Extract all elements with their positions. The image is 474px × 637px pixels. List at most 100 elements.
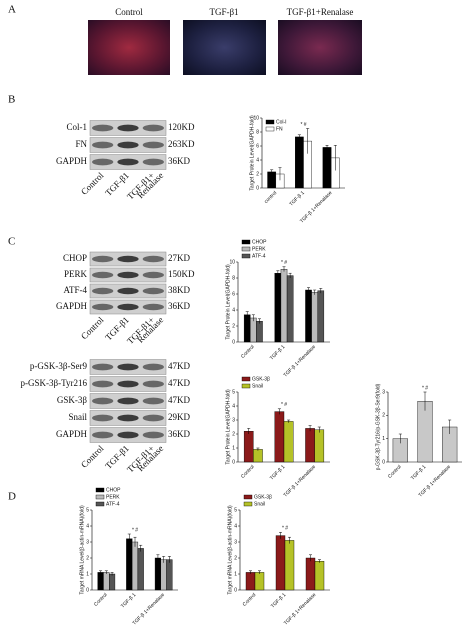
x-tick-label: Control xyxy=(240,344,256,360)
blot-band xyxy=(142,141,164,149)
protein-label: FN xyxy=(75,139,87,149)
bar xyxy=(286,275,294,343)
x-tick-label: TGF-β 1+Renalase xyxy=(283,592,318,627)
annotation: * # xyxy=(281,402,287,408)
bar xyxy=(254,572,265,591)
y-tick-label: 3 xyxy=(382,389,385,395)
bar xyxy=(322,147,332,189)
blot-band xyxy=(92,363,114,371)
size-label: 120KD xyxy=(168,122,195,132)
panel-label: C xyxy=(8,236,15,248)
annotation: * # xyxy=(282,526,288,532)
x-tick-label: TGF-β 1 xyxy=(288,190,306,208)
legend-label: CHOP xyxy=(252,239,267,245)
bar xyxy=(256,321,263,343)
y-tick-label: 0 xyxy=(234,587,237,593)
y-tick-label: 0 xyxy=(382,459,385,465)
bar xyxy=(314,429,325,463)
y-axis-label: Target Protein Level(GAPDH-fold) xyxy=(249,115,255,191)
y-tick-label: 10 xyxy=(253,115,259,121)
bar xyxy=(137,548,144,591)
y-tick-label: 3 xyxy=(232,417,235,423)
y-tick-label: 8 xyxy=(232,275,235,281)
y-tick-label: 0 xyxy=(256,185,259,191)
blot-band xyxy=(142,303,164,311)
x-tick-label: TGF-β 1+Renalase xyxy=(283,344,318,379)
blot-band xyxy=(117,158,139,166)
lane-label: Control xyxy=(79,170,106,197)
size-label: 29KD xyxy=(168,412,190,422)
y-axis-label: Target Protein Level(GAPDH-fold) xyxy=(225,389,231,465)
y-tick-label: 6 xyxy=(232,291,235,297)
protein-label: p-GSK-3β-Ser9 xyxy=(30,361,88,371)
bar xyxy=(250,317,257,343)
legend-swatch xyxy=(95,494,105,500)
lane-label: Control xyxy=(79,314,106,341)
blot-band xyxy=(92,255,114,263)
blot-band xyxy=(142,255,164,263)
bar xyxy=(274,411,285,463)
bar xyxy=(305,557,316,591)
bar xyxy=(131,541,139,591)
micrograph-label: Control xyxy=(115,7,143,17)
legend-label: PERK xyxy=(106,494,120,500)
bar xyxy=(253,449,263,463)
y-tick-label: 5 xyxy=(234,507,237,513)
annotation: * # xyxy=(300,122,306,128)
size-label: 36KD xyxy=(168,156,190,166)
bar xyxy=(305,428,315,463)
y-tick-label: 4 xyxy=(232,307,235,313)
bar xyxy=(274,273,282,343)
size-label: 150KD xyxy=(168,269,195,279)
y-tick-label: 2 xyxy=(86,555,89,561)
blot-band xyxy=(117,414,139,422)
legend-swatch xyxy=(95,487,105,493)
legend-label: Snail xyxy=(252,383,263,389)
y-axis-label: Target mRNA Level(β-actin-mRNA)(fold) xyxy=(79,505,85,595)
annotation: * # xyxy=(422,385,428,391)
y-tick-label: 4 xyxy=(232,403,235,409)
legend-swatch xyxy=(95,501,105,507)
y-tick-label: 1 xyxy=(86,571,89,577)
y-tick-label: 0 xyxy=(232,339,235,345)
protein-label: Snail xyxy=(68,412,87,422)
bar xyxy=(267,171,277,189)
blot-band xyxy=(142,414,164,422)
legend-swatch xyxy=(241,383,251,389)
micrograph-label: TGF-β1+Renalase xyxy=(287,7,354,17)
x-tick-label: TGF-β 1+Renalase xyxy=(132,592,167,627)
blot-band xyxy=(92,141,114,149)
blot-band xyxy=(92,287,114,295)
legend-label: GSK-3β xyxy=(254,494,272,500)
blot-band xyxy=(117,303,139,311)
blot-band xyxy=(92,380,114,388)
blot-band xyxy=(117,380,139,388)
protein-label: GAPDH xyxy=(56,301,88,311)
blot-band xyxy=(92,397,114,405)
blot-band xyxy=(92,414,114,422)
protein-label: ATF-4 xyxy=(63,285,87,295)
legend-swatch xyxy=(241,239,251,245)
x-tick-label: Control xyxy=(240,464,256,480)
bar xyxy=(245,572,256,591)
blot-band xyxy=(117,271,139,279)
blot-band xyxy=(117,363,139,371)
protein-label: GAPDH xyxy=(56,156,88,166)
x-tick-label: control xyxy=(263,190,278,205)
blot-band xyxy=(92,431,114,439)
legend-swatch xyxy=(241,246,251,252)
size-label: 38KD xyxy=(168,285,190,295)
legend-swatch xyxy=(243,494,253,500)
panel-label: A xyxy=(8,4,16,16)
legend-swatch xyxy=(241,253,251,259)
legend-label: ATF-4 xyxy=(252,253,266,259)
micrograph-label: TGF-β1 xyxy=(209,7,238,17)
blot-band xyxy=(92,158,114,166)
bar xyxy=(126,538,133,591)
x-tick-label: Control xyxy=(93,592,109,608)
protein-label: PERK xyxy=(64,269,88,279)
protein-label: p-GSK-3β-Tyr216 xyxy=(21,378,88,388)
bar xyxy=(275,535,286,591)
y-tick-label: 5 xyxy=(232,389,235,395)
y-tick-label: 2 xyxy=(232,431,235,437)
